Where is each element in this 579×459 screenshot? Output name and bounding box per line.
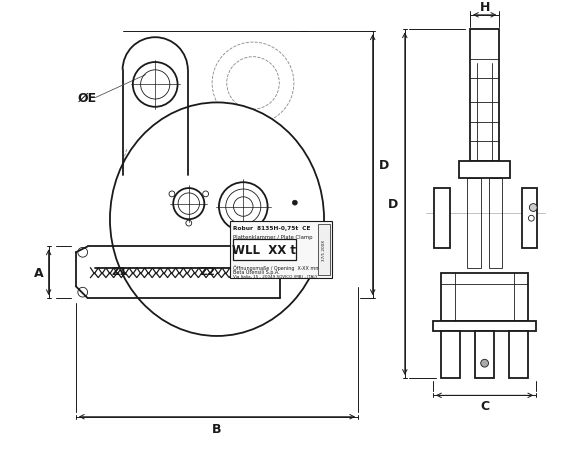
Text: B: B <box>212 422 222 435</box>
Text: WLL  XX t: WLL XX t <box>232 243 296 256</box>
Text: D: D <box>379 159 390 172</box>
Text: ØE: ØE <box>78 92 97 105</box>
Bar <box>441 273 529 322</box>
Text: Via Italia, 15 - 20049 SOVICO (MB) - ITALY: Via Italia, 15 - 20049 SOVICO (MB) - ITA… <box>233 274 317 278</box>
Text: Z2: Z2 <box>199 266 215 276</box>
Text: H: H <box>479 0 490 14</box>
Bar <box>434 189 449 249</box>
Bar <box>441 331 460 378</box>
Bar <box>522 189 537 249</box>
Bar <box>230 222 332 278</box>
Text: A: A <box>34 266 44 279</box>
Bar <box>433 322 536 331</box>
Bar <box>475 331 494 378</box>
Text: D: D <box>388 198 398 211</box>
Text: Robur  8135H-0,75t  CE: Robur 8135H-0,75t CE <box>233 225 310 230</box>
Bar <box>467 179 481 268</box>
Bar <box>470 30 499 162</box>
Bar <box>318 224 330 275</box>
Text: Plattenklammer / Plate Clamp: Plattenklammer / Plate Clamp <box>233 234 312 239</box>
Text: Beta Utensili S.p.A.: Beta Utensili S.p.A. <box>233 269 279 274</box>
Ellipse shape <box>110 103 324 336</box>
Text: Öffnungsmaße / Opening  X-XX mm: Öffnungsmaße / Opening X-XX mm <box>233 264 320 270</box>
Bar <box>233 239 296 261</box>
Bar <box>459 162 510 179</box>
Text: 37/1 200X: 37/1 200X <box>322 239 326 260</box>
Circle shape <box>529 204 537 212</box>
Text: Z1: Z1 <box>112 266 127 276</box>
Circle shape <box>292 201 297 206</box>
Circle shape <box>481 359 489 367</box>
Circle shape <box>292 222 297 227</box>
Bar <box>489 179 502 268</box>
Bar <box>509 331 529 378</box>
Text: C: C <box>480 399 489 412</box>
